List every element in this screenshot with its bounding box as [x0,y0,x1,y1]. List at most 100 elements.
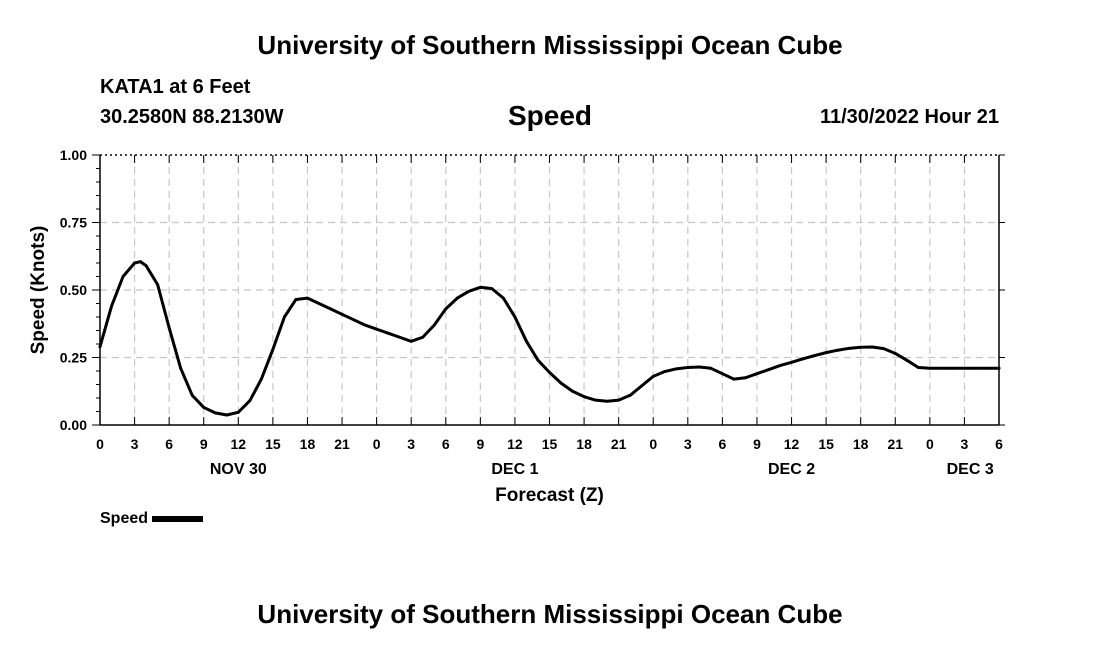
data-point [317,302,321,305]
x-tick-label: 18 [853,436,869,452]
forecast-datetime: 11/30/2022 Hour 21 [819,106,999,128]
x-tick-label: 0 [926,436,934,452]
x-tick-label: 21 [334,436,350,452]
data-point [732,377,736,381]
x-tick-label: 3 [961,436,969,452]
data-point [767,368,770,372]
y-tick-label: 1.00 [60,147,87,163]
x-tick-label: 6 [442,436,450,452]
x-tick-label: 18 [300,436,316,452]
station-coordinates: 30.2580N 88.2130W [100,106,284,128]
data-point [398,335,402,339]
y-tick-label: 0.75 [60,215,87,231]
data-point [720,372,724,376]
x-tick-label: 9 [476,436,484,452]
x-date-label: NOV 30 [210,461,267,478]
data-point [306,296,309,300]
data-point [98,345,102,349]
data-point [974,366,978,370]
x-tick-label: 9 [753,436,761,452]
data-point [138,260,142,264]
data-point [813,354,816,358]
x-tick-label: 12 [784,436,800,452]
data-point [559,381,563,385]
x-tick-label: 15 [542,436,558,452]
x-date-label: DEC 1 [491,461,538,478]
y-tick-label: 0.25 [60,350,87,366]
data-point [352,318,355,322]
data-point [582,395,586,399]
data-point [928,366,932,370]
x-tick-label: 3 [407,436,415,452]
data-point [605,399,609,403]
data-point [294,298,298,301]
data-point [363,323,367,327]
x-axis-title: Forecast (Z) [495,485,604,506]
chart-title: Speed [507,100,593,131]
data-point [951,366,955,370]
data-point [893,352,897,355]
data-point [225,413,229,417]
data-point [686,366,690,369]
data-point [409,339,413,343]
data-point [121,275,125,278]
data-point [882,347,886,350]
data-point [709,366,713,370]
data-point [628,393,632,397]
x-tick-label: 18 [576,436,592,452]
x-tick-label: 6 [165,436,173,452]
y-axis-title: Speed (Knots) [28,226,49,355]
series-line-speed [98,260,1001,417]
data-point [490,287,494,291]
data-point [179,366,183,370]
x-tick-label: 3 [131,436,139,452]
data-point [963,366,966,370]
data-point [997,366,1001,370]
data-point [790,360,793,364]
x-tick-label: 0 [373,436,381,452]
x-tick-label: 21 [611,436,627,452]
data-point [939,366,943,370]
x-date-label: DEC 2 [768,461,815,478]
station-label: KATA1 at 6 Feet [100,76,251,98]
data-point [536,358,540,362]
data-point [329,307,332,311]
page-title: University of Southern Mississippi Ocean… [257,30,843,60]
data-point [836,348,840,352]
data-point [986,366,989,370]
data-point [916,366,920,369]
data-point [697,365,701,369]
data-point [755,372,759,376]
data-point [248,399,252,403]
data-point [190,393,194,397]
data-point [617,398,621,402]
data-point [467,289,471,293]
data-point [548,370,551,374]
data-point [824,351,828,355]
data-point [801,357,805,361]
data-point [259,377,263,381]
x-tick-label: 6 [995,436,1003,452]
y-tick-label: 0.50 [60,282,87,298]
data-point [202,406,206,409]
data-point [859,345,863,349]
data-point [421,335,425,339]
data-point [110,304,113,308]
data-point [386,331,390,335]
data-point [444,307,448,311]
x-tick-label: 21 [887,436,903,452]
x-date-label: DEC 3 [947,461,994,478]
data-point [870,345,874,349]
data-point [271,348,275,351]
page-footer-title: University of Southern Mississippi Ocean… [257,599,843,629]
data-point [156,283,160,286]
data-point [847,346,851,350]
data-point [340,312,344,316]
data-point [594,398,597,402]
legend-label: Speed [100,510,149,527]
data-point [167,326,171,330]
data-point [478,285,482,289]
data-point [778,364,782,367]
data-point [571,389,574,393]
